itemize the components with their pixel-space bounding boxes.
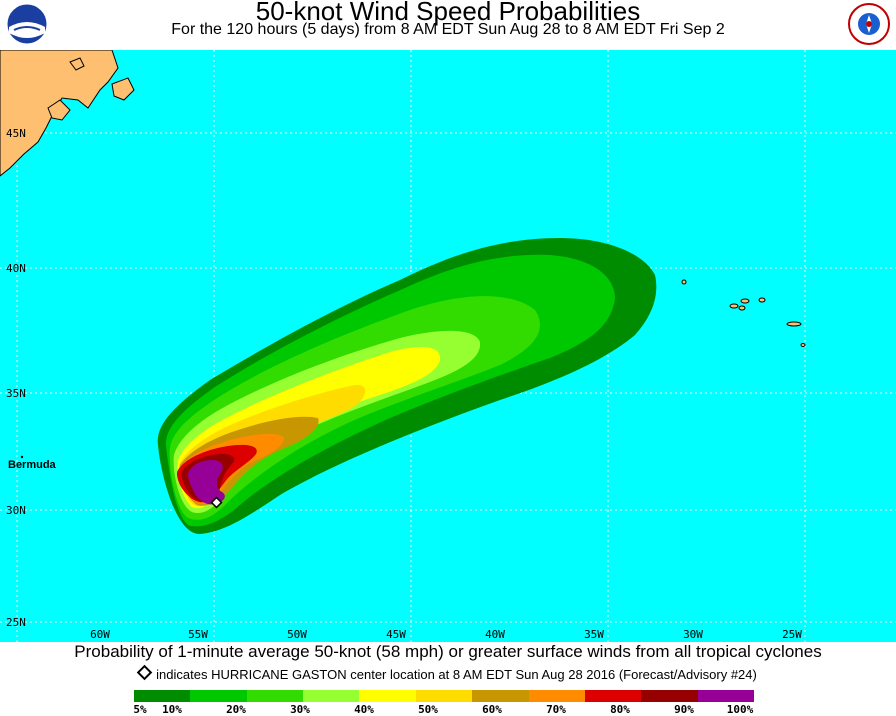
marker-note: indicates HURRICANE GASTON center locati…	[0, 664, 896, 682]
lat-label-40n: 40N	[6, 262, 26, 275]
lon-label-35w: 35W	[584, 628, 604, 641]
lat-label-45n: 45N	[6, 127, 26, 140]
noaa-logo	[6, 3, 48, 45]
legend-swatch	[190, 690, 247, 702]
contour-40pct	[177, 347, 441, 509]
color-legend	[134, 690, 754, 702]
legend-label: 60%	[482, 703, 502, 716]
bermuda-island	[20, 455, 24, 459]
lat-label-25n: 25N	[6, 616, 26, 629]
legend-label: 70%	[546, 703, 566, 716]
hurricane-center-marker	[210, 496, 223, 509]
probability-map: 45N 40N 35N 30N 25N 60W 55W 50W 45W 40W …	[0, 50, 896, 642]
legend-swatch	[697, 690, 754, 702]
map-caption: Probability of 1-minute average 50-knot …	[74, 642, 822, 661]
marker-legend-icon	[136, 664, 153, 681]
legend-swatch	[246, 690, 304, 702]
map-subtitle: For the 120 hours (5 days) from 8 AM EDT…	[171, 21, 725, 38]
lon-label-50w: 50W	[287, 628, 307, 641]
legend-swatch	[134, 690, 191, 702]
legend-swatch	[584, 690, 642, 702]
probability-contours	[157, 238, 657, 535]
legend-label: 30%	[290, 703, 310, 716]
legend-label: 90%	[674, 703, 694, 716]
lon-label-30w: 30W	[683, 628, 703, 641]
map-title: 50-knot Wind Speed Probabilities	[255, 0, 641, 26]
land-canada	[0, 50, 135, 177]
legend-swatch	[528, 690, 585, 702]
legend-swatch	[641, 690, 698, 702]
bermuda-label: Bermuda	[8, 459, 57, 471]
lat-label-35n: 35N	[6, 387, 26, 400]
lon-label-60w: 60W	[90, 628, 110, 641]
lon-label-45w: 45W	[386, 628, 406, 641]
nws-logo	[848, 3, 890, 45]
marker-note-text: indicates HURRICANE GASTON center locati…	[156, 667, 757, 682]
contour-100pct	[188, 460, 225, 505]
legend-label: 40%	[354, 703, 374, 716]
legend-label: 50%	[418, 703, 438, 716]
lon-label-55w: 55W	[188, 628, 208, 641]
lat-label-30n: 30N	[6, 504, 26, 517]
land-azores	[681, 279, 806, 347]
lon-label-25w: 25W	[782, 628, 802, 641]
legend-swatch	[472, 690, 529, 702]
legend-label: 20%	[226, 703, 246, 716]
legend-swatch	[303, 690, 360, 702]
legend-label: 80%	[610, 703, 630, 716]
lon-label-40w: 40W	[485, 628, 505, 641]
legend-label: 5%	[133, 703, 147, 716]
legend-label: 100%	[726, 703, 754, 716]
legend-swatch	[415, 690, 473, 702]
legend-swatch	[359, 690, 416, 702]
legend-label: 10%	[162, 703, 182, 716]
legend-labels: 5% 10% 20% 30% 40% 50% 60% 70% 80% 90% 100%	[0, 703, 896, 716]
